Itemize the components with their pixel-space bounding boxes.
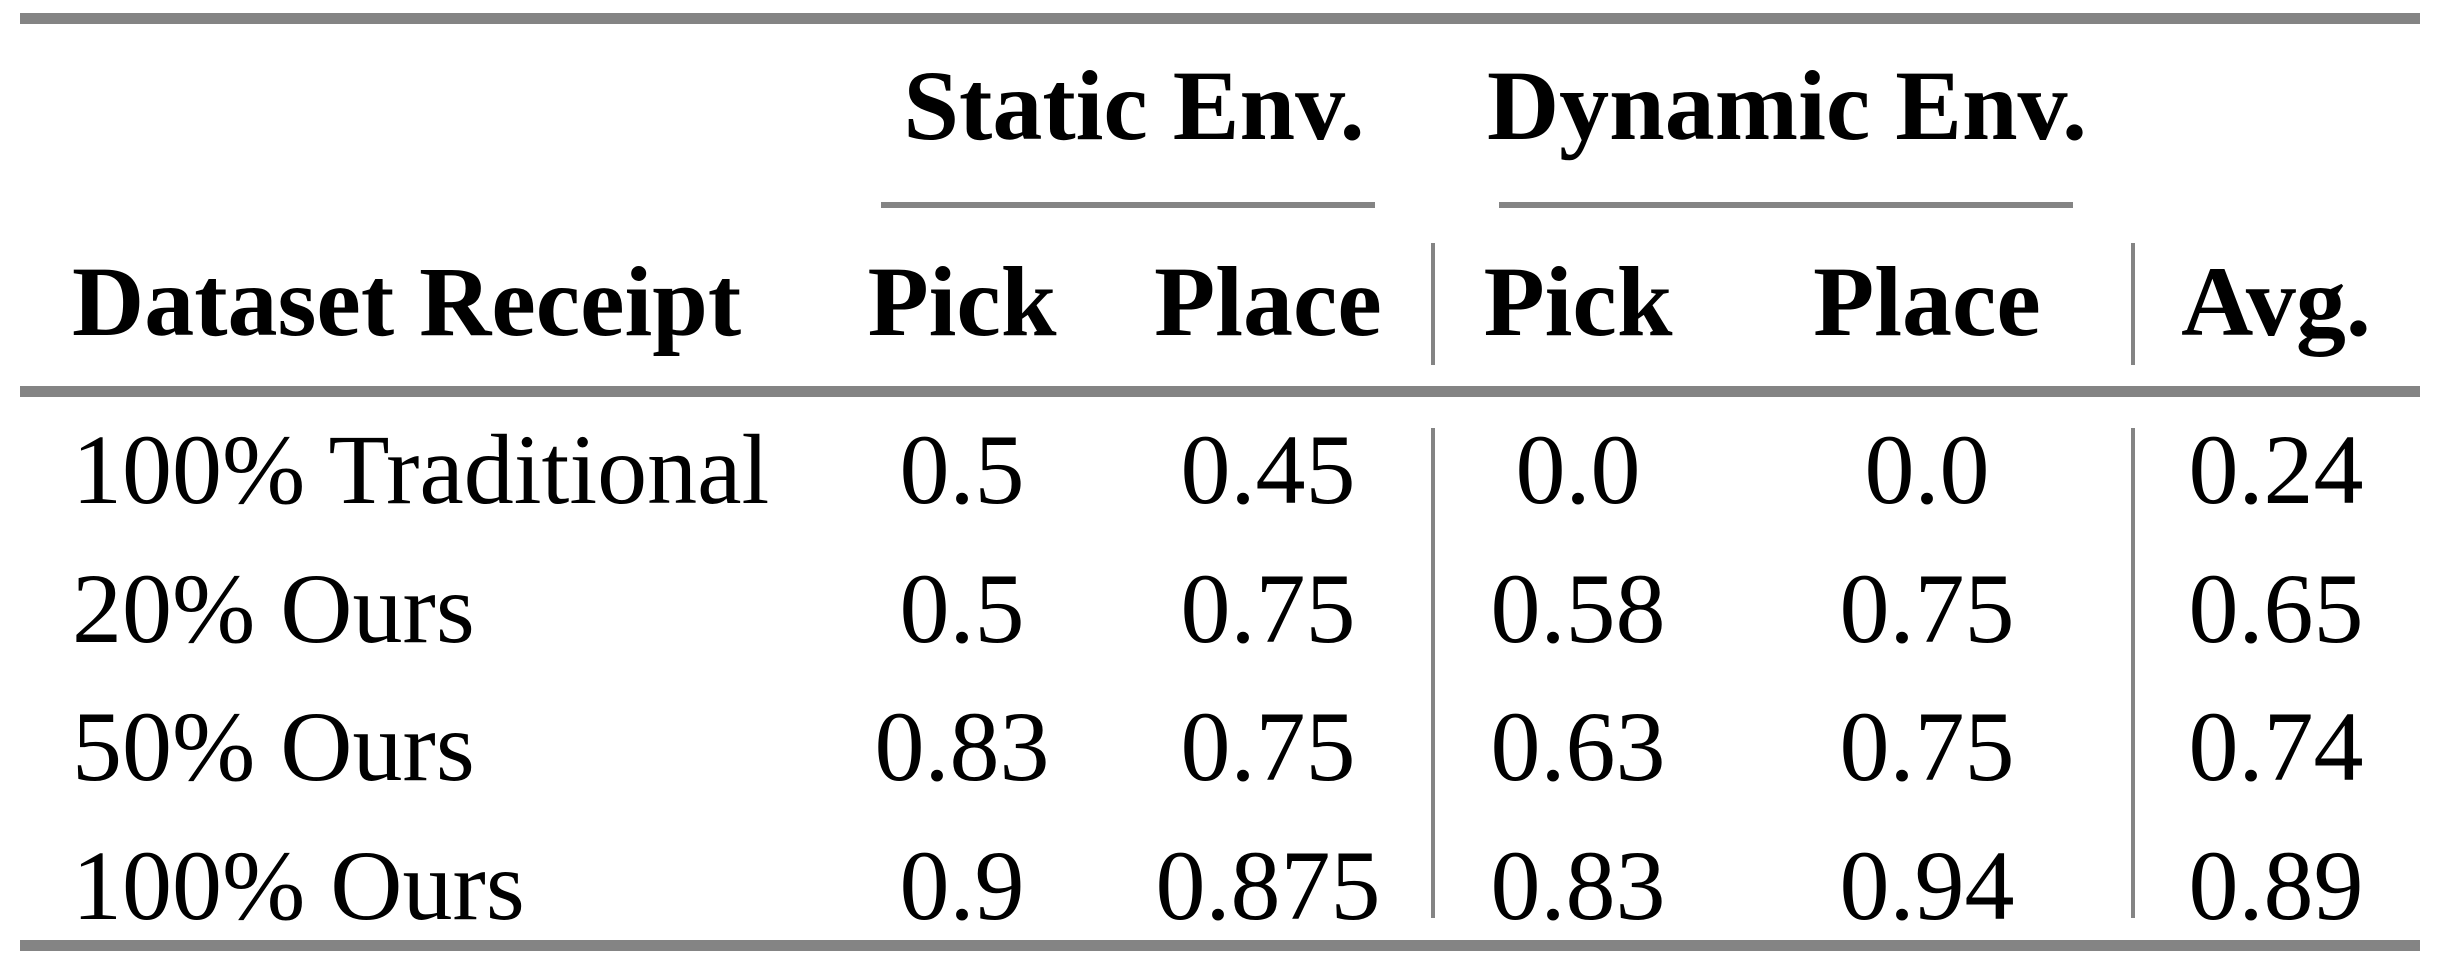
cell-avg: 0.89	[2188, 830, 2364, 941]
table-row: 100% Ours 0.9 0.875 0.83 0.94 0.89	[0, 836, 2440, 936]
cell-dynamic-place: 0.75	[1839, 553, 2015, 664]
cell-avg: 0.74	[2188, 691, 2364, 802]
body-separator-static-dynamic	[1431, 428, 1435, 918]
cell-dynamic-pick: 0.63	[1490, 691, 1666, 802]
cell-static-pick: 0.5	[899, 414, 1025, 525]
cell-avg: 0.24	[2188, 414, 2364, 525]
cell-dynamic-place: 0.0	[1864, 414, 1990, 525]
body-separator-dynamic-avg	[2131, 428, 2135, 918]
cell-static-pick: 0.5	[899, 553, 1025, 664]
column-header-static-place: Place	[1154, 246, 1382, 357]
group-header-dynamic-env: Dynamic Env.	[1486, 50, 2088, 161]
column-header-dynamic-pick: Pick	[1483, 246, 1673, 357]
cell-static-place: 0.45	[1180, 414, 1356, 525]
bottom-rule	[20, 940, 2420, 951]
static-env-cmidrule	[881, 202, 1375, 208]
cell-dynamic-pick: 0.83	[1490, 830, 1666, 941]
cell-static-pick: 0.9	[899, 830, 1025, 941]
column-header-dynamic-place: Place	[1813, 246, 2041, 357]
cell-dynamic-pick: 0.58	[1490, 553, 1666, 664]
cell-static-place: 0.75	[1180, 691, 1356, 802]
cell-static-place: 0.875	[1155, 830, 1381, 941]
header-separator-dynamic-avg	[2131, 243, 2135, 365]
cell-dynamic-pick: 0.0	[1515, 414, 1641, 525]
table-row: 100% Traditional 0.5 0.45 0.0 0.0 0.24	[0, 420, 2440, 520]
column-header-avg: Avg.	[2181, 246, 2371, 357]
row-label: 100% Ours	[72, 830, 525, 941]
cell-static-place: 0.75	[1180, 553, 1356, 664]
cell-dynamic-place: 0.94	[1839, 830, 2015, 941]
top-rule	[20, 13, 2420, 24]
dynamic-env-cmidrule	[1499, 202, 2073, 208]
cell-dynamic-place: 0.75	[1839, 691, 2015, 802]
row-label: 50% Ours	[72, 691, 475, 802]
header-separator-static-dynamic	[1431, 243, 1435, 365]
cell-avg: 0.65	[2188, 553, 2364, 664]
mid-rule	[20, 386, 2420, 397]
column-header-static-pick: Pick	[867, 246, 1057, 357]
table-row: 20% Ours 0.5 0.75 0.58 0.75 0.65	[0, 559, 2440, 659]
table-row: 50% Ours 0.83 0.75 0.63 0.75 0.74	[0, 697, 2440, 797]
row-label: 20% Ours	[72, 553, 475, 664]
group-header-static-env: Static Env.	[903, 50, 1365, 161]
row-label: 100% Traditional	[72, 414, 770, 525]
column-header-dataset-receipt: Dataset Receipt	[72, 246, 742, 357]
cell-static-pick: 0.83	[874, 691, 1050, 802]
